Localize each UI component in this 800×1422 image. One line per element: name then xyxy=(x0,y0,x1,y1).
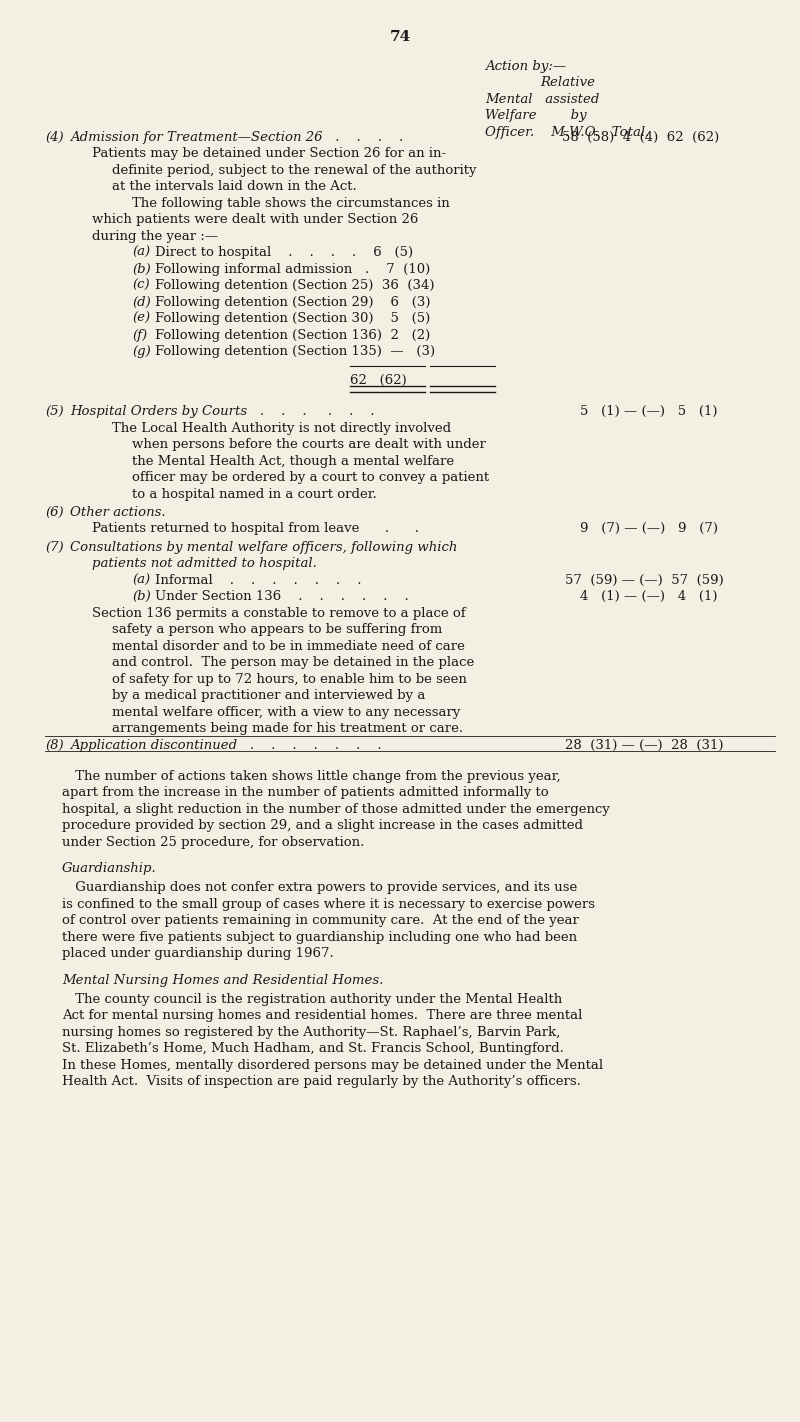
Text: 4   (1) — (—)   4   (1): 4 (1) — (—) 4 (1) xyxy=(580,590,718,603)
Text: (e): (e) xyxy=(132,313,150,326)
Text: Relative: Relative xyxy=(540,77,595,90)
Text: (c): (c) xyxy=(132,279,150,292)
Text: (d): (d) xyxy=(132,296,150,309)
Text: Following detention (Section 136)  2   (2): Following detention (Section 136) 2 (2) xyxy=(155,328,430,341)
Text: Following informal admission   .    7  (10): Following informal admission . 7 (10) xyxy=(155,263,430,276)
Text: Application discontinued   .    .    .    .    .    .    .: Application discontinued . . . . . . . xyxy=(70,738,382,752)
Text: Consultations by mental welfare officers, following which: Consultations by mental welfare officers… xyxy=(70,540,458,553)
Text: 74: 74 xyxy=(390,30,410,44)
Text: (f): (f) xyxy=(132,328,147,341)
Text: safety a person who appears to be suffering from: safety a person who appears to be suffer… xyxy=(112,623,442,636)
Text: Guardianship does not confer extra powers to provide services, and its use: Guardianship does not confer extra power… xyxy=(62,882,578,894)
Text: Informal    .    .    .    .    .    .    .: Informal . . . . . . . xyxy=(155,573,362,586)
Text: Other actions.: Other actions. xyxy=(70,506,166,519)
Text: (6): (6) xyxy=(45,506,64,519)
Text: The county council is the registration authority under the Mental Health: The county council is the registration a… xyxy=(62,993,562,1005)
Text: hospital, a slight reduction in the number of those admitted under the emergency: hospital, a slight reduction in the numb… xyxy=(62,803,610,816)
Text: (4): (4) xyxy=(45,131,64,144)
Text: (5): (5) xyxy=(45,405,64,418)
Text: (b): (b) xyxy=(132,590,150,603)
Text: definite period, subject to the renewal of the authority: definite period, subject to the renewal … xyxy=(112,164,477,176)
Text: officer may be ordered by a court to convey a patient: officer may be ordered by a court to con… xyxy=(132,471,489,485)
Text: Guardianship.: Guardianship. xyxy=(62,862,157,876)
Text: The following table shows the circumstances in: The following table shows the circumstan… xyxy=(132,196,450,209)
Text: to a hospital named in a court order.: to a hospital named in a court order. xyxy=(132,488,377,501)
Text: Under Section 136    .    .    .    .    .    .: Under Section 136 . . . . . . xyxy=(155,590,409,603)
Text: St. Elizabeth’s Home, Much Hadham, and St. Francis School, Buntingford.: St. Elizabeth’s Home, Much Hadham, and S… xyxy=(62,1042,564,1055)
Text: Officer.    M.W.O.   Total.: Officer. M.W.O. Total. xyxy=(485,125,650,139)
Text: 57  (59) — (—)  57  (59): 57 (59) — (—) 57 (59) xyxy=(565,573,724,586)
Text: mental welfare officer, with a view to any necessary: mental welfare officer, with a view to a… xyxy=(112,705,460,718)
Text: 62   (62): 62 (62) xyxy=(350,374,406,387)
Text: arrangements being made for his treatment or care.: arrangements being made for his treatmen… xyxy=(112,722,463,735)
Text: during the year :—: during the year :— xyxy=(92,229,218,243)
Text: mental disorder and to be in immediate need of care: mental disorder and to be in immediate n… xyxy=(112,640,465,653)
Text: Patients may be detained under Section 26 for an in-: Patients may be detained under Section 2… xyxy=(92,146,446,161)
Text: patients not admitted to hospital.: patients not admitted to hospital. xyxy=(92,557,317,570)
Text: 9   (7) — (—)   9   (7): 9 (7) — (—) 9 (7) xyxy=(580,522,718,536)
Text: Section 136 permits a constable to remove to a place of: Section 136 permits a constable to remov… xyxy=(92,607,466,620)
Text: Patients returned to hospital from leave      .      .: Patients returned to hospital from leave… xyxy=(92,522,419,536)
Text: at the intervals laid down in the Act.: at the intervals laid down in the Act. xyxy=(112,181,357,193)
Text: Following detention (Section 25)  36  (34): Following detention (Section 25) 36 (34) xyxy=(155,279,434,292)
Text: 5   (1) — (—)   5   (1): 5 (1) — (—) 5 (1) xyxy=(580,405,718,418)
Text: of safety for up to 72 hours, to enable him to be seen: of safety for up to 72 hours, to enable … xyxy=(112,673,467,685)
Text: and control.  The person may be detained in the place: and control. The person may be detained … xyxy=(112,656,474,668)
Text: The Local Health Authority is not directly involved: The Local Health Authority is not direct… xyxy=(112,422,451,435)
Text: (8): (8) xyxy=(45,738,64,752)
Text: (a): (a) xyxy=(132,246,150,259)
Text: (b): (b) xyxy=(132,263,150,276)
Text: Hospital Orders by Courts   .    .    .     .    .    .: Hospital Orders by Courts . . . . . . xyxy=(70,405,374,418)
Text: Following detention (Section 30)    5   (5): Following detention (Section 30) 5 (5) xyxy=(155,313,430,326)
Text: which patients were dealt with under Section 26: which patients were dealt with under Sec… xyxy=(92,213,418,226)
Text: apart from the increase in the number of patients admitted informally to: apart from the increase in the number of… xyxy=(62,786,549,799)
Text: Following detention (Section 29)    6   (3): Following detention (Section 29) 6 (3) xyxy=(155,296,430,309)
Text: placed under guardianship during 1967.: placed under guardianship during 1967. xyxy=(62,947,334,960)
Text: when persons before the courts are dealt with under: when persons before the courts are dealt… xyxy=(132,438,486,451)
Text: is confined to the small group of cases where it is necessary to exercise powers: is confined to the small group of cases … xyxy=(62,897,595,910)
Text: (g): (g) xyxy=(132,346,150,358)
Text: Health Act.  Visits of inspection are paid regularly by the Authority’s officers: Health Act. Visits of inspection are pai… xyxy=(62,1075,581,1088)
Text: (7): (7) xyxy=(45,540,64,553)
Text: Act for mental nursing homes and residential homes.  There are three mental: Act for mental nursing homes and residen… xyxy=(62,1010,582,1022)
Text: Mental Nursing Homes and Residential Homes.: Mental Nursing Homes and Residential Hom… xyxy=(62,974,383,987)
Text: the Mental Health Act, though a mental welfare: the Mental Health Act, though a mental w… xyxy=(132,455,454,468)
Text: Welfare        by: Welfare by xyxy=(485,109,586,122)
Text: Action by:—: Action by:— xyxy=(485,60,566,73)
Text: there were five patients subject to guardianship including one who had been: there were five patients subject to guar… xyxy=(62,931,577,944)
Text: (a): (a) xyxy=(132,573,150,586)
Text: procedure provided by section 29, and a slight increase in the cases admitted: procedure provided by section 29, and a … xyxy=(62,819,583,832)
Text: under Section 25 procedure, for observation.: under Section 25 procedure, for observat… xyxy=(62,836,364,849)
Text: The number of actions taken shows little change from the previous year,: The number of actions taken shows little… xyxy=(62,769,561,784)
Text: nursing homes so registered by the Authority—St. Raphael’s, Barvin Park,: nursing homes so registered by the Autho… xyxy=(62,1025,560,1038)
Text: of control over patients remaining in community care.  At the end of the year: of control over patients remaining in co… xyxy=(62,914,579,927)
Text: Mental   assisted: Mental assisted xyxy=(485,92,599,105)
Text: 58  (58)  4  (4)  62  (62): 58 (58) 4 (4) 62 (62) xyxy=(562,131,719,144)
Text: Direct to hospital    .    .    .    .    6   (5): Direct to hospital . . . . 6 (5) xyxy=(155,246,413,259)
Text: Following detention (Section 135)  —   (3): Following detention (Section 135) — (3) xyxy=(155,346,435,358)
Text: by a medical practitioner and interviewed by a: by a medical practitioner and interviewe… xyxy=(112,690,426,702)
Text: 28  (31) — (—)  28  (31): 28 (31) — (—) 28 (31) xyxy=(565,738,723,752)
Text: In these Homes, mentally disordered persons may be detained under the Mental: In these Homes, mentally disordered pers… xyxy=(62,1058,603,1072)
Text: Admission for Treatment—Section 26   .    .    .    .: Admission for Treatment—Section 26 . . .… xyxy=(70,131,403,144)
